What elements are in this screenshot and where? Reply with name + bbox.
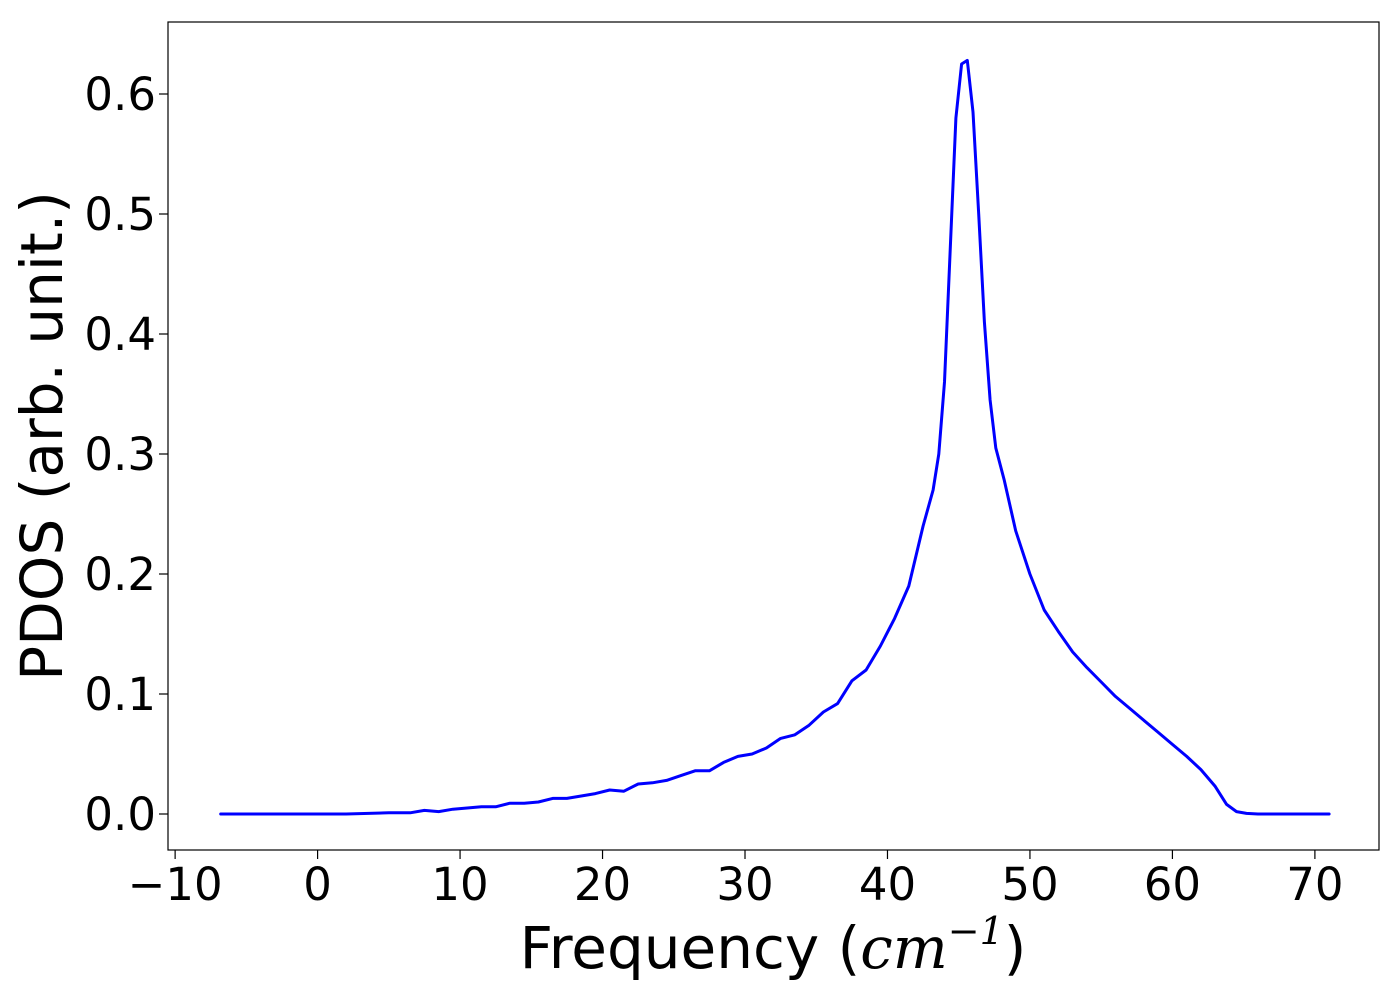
x-tick-label: 20 — [574, 858, 631, 911]
x-axis-title-unit: cm — [860, 914, 947, 982]
x-tick-label: 70 — [1286, 858, 1343, 911]
x-axis-title-suffix: ) — [1004, 914, 1027, 982]
x-axis-ticks: −10 0 10 20 30 40 50 60 70 — [128, 850, 1344, 911]
x-axis-title: Frequency (cm−1) — [520, 909, 1027, 982]
x-tick-label: 60 — [1144, 858, 1201, 911]
x-tick-label: 0 — [303, 858, 332, 911]
y-tick-label: 0.5 — [84, 188, 156, 241]
plot-frame — [167, 21, 1380, 851]
x-axis-title-prefix: Frequency ( — [520, 914, 861, 982]
y-tick-label: 0.3 — [84, 428, 156, 481]
y-tick-label: 0.4 — [84, 308, 156, 361]
y-tick-label: 0.0 — [84, 788, 156, 841]
y-axis-ticks: 0.0 0.1 0.2 0.3 0.4 0.5 0.6 — [84, 68, 168, 841]
x-tick-label: 10 — [431, 858, 488, 911]
x-tick-label: 50 — [1001, 858, 1058, 911]
y-tick-label: 0.2 — [84, 548, 156, 601]
y-axis-title: PDOS (arb. unit.) — [8, 191, 76, 681]
x-axis-title-exponent: −1 — [948, 909, 1004, 953]
y-tick-label: 0.1 — [84, 668, 156, 721]
x-tick-label: 40 — [859, 858, 916, 911]
x-tick-label: 30 — [716, 858, 773, 911]
pdos-series-line — [219, 58, 1331, 816]
y-tick-label: 0.6 — [84, 68, 156, 121]
x-tick-label: −10 — [128, 858, 223, 911]
